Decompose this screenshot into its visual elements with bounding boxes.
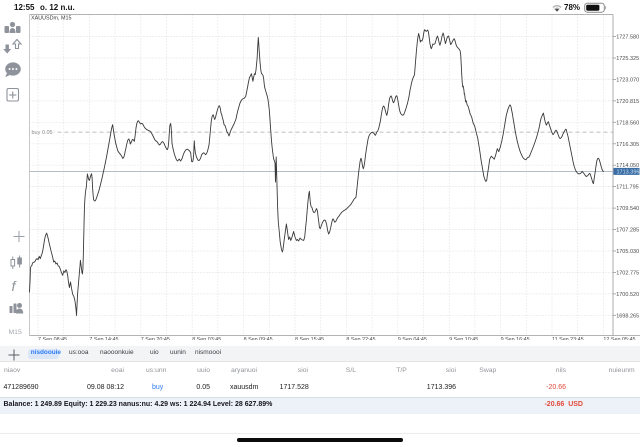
svg-text:7 Sep 20:45: 7 Sep 20:45 — [141, 337, 170, 340]
svg-text:1714.050: 1714.050 — [616, 163, 639, 169]
svg-text:7 Sep 08:45: 7 Sep 08:45 — [38, 337, 67, 340]
svg-text:9 Sep 10:45: 9 Sep 10:45 — [449, 337, 478, 340]
svg-text:8 Sep 15:45: 8 Sep 15:45 — [295, 337, 324, 340]
svg-text:1702.775: 1702.775 — [616, 270, 639, 276]
svg-text:11 Sep 23:45: 11 Sep 23:45 — [552, 337, 584, 340]
svg-text:1718.560: 1718.560 — [616, 120, 639, 126]
svg-text:1707.285: 1707.285 — [616, 228, 639, 234]
svg-text:8 Sep 03:45: 8 Sep 03:45 — [192, 337, 221, 340]
svg-text:1723.070: 1723.070 — [616, 77, 639, 83]
svg-text:8 Sep 09:45: 8 Sep 09:45 — [244, 337, 273, 340]
svg-text:buy 0.05: buy 0.05 — [32, 130, 53, 136]
svg-text:1705.030: 1705.030 — [616, 249, 639, 255]
svg-text:1698.265: 1698.265 — [616, 313, 639, 319]
svg-text:1711.795: 1711.795 — [616, 185, 639, 191]
svg-text:7 Sep 14:45: 7 Sep 14:45 — [89, 337, 118, 340]
svg-text:1725.325: 1725.325 — [616, 56, 639, 62]
svg-text:XAUUSDm, M15: XAUUSDm, M15 — [31, 16, 71, 22]
svg-text:9 Sep 04:45: 9 Sep 04:45 — [398, 337, 427, 340]
svg-text:1720.815: 1720.815 — [616, 99, 639, 105]
svg-text:8 Sep 22:45: 8 Sep 22:45 — [346, 337, 375, 340]
svg-text:1716.305: 1716.305 — [616, 142, 639, 148]
svg-text:1713.396: 1713.396 — [617, 170, 640, 176]
svg-text:9 Sep 16:45: 9 Sep 16:45 — [501, 337, 530, 340]
svg-text:1727.580: 1727.580 — [616, 35, 639, 41]
svg-text:f: f — [12, 278, 18, 294]
svg-text:1709.540: 1709.540 — [616, 206, 639, 212]
svg-text:1700.520: 1700.520 — [616, 292, 639, 298]
svg-text:12 Sep 05:45: 12 Sep 05:45 — [603, 337, 635, 340]
svg-text:M15: M15 — [9, 329, 22, 336]
